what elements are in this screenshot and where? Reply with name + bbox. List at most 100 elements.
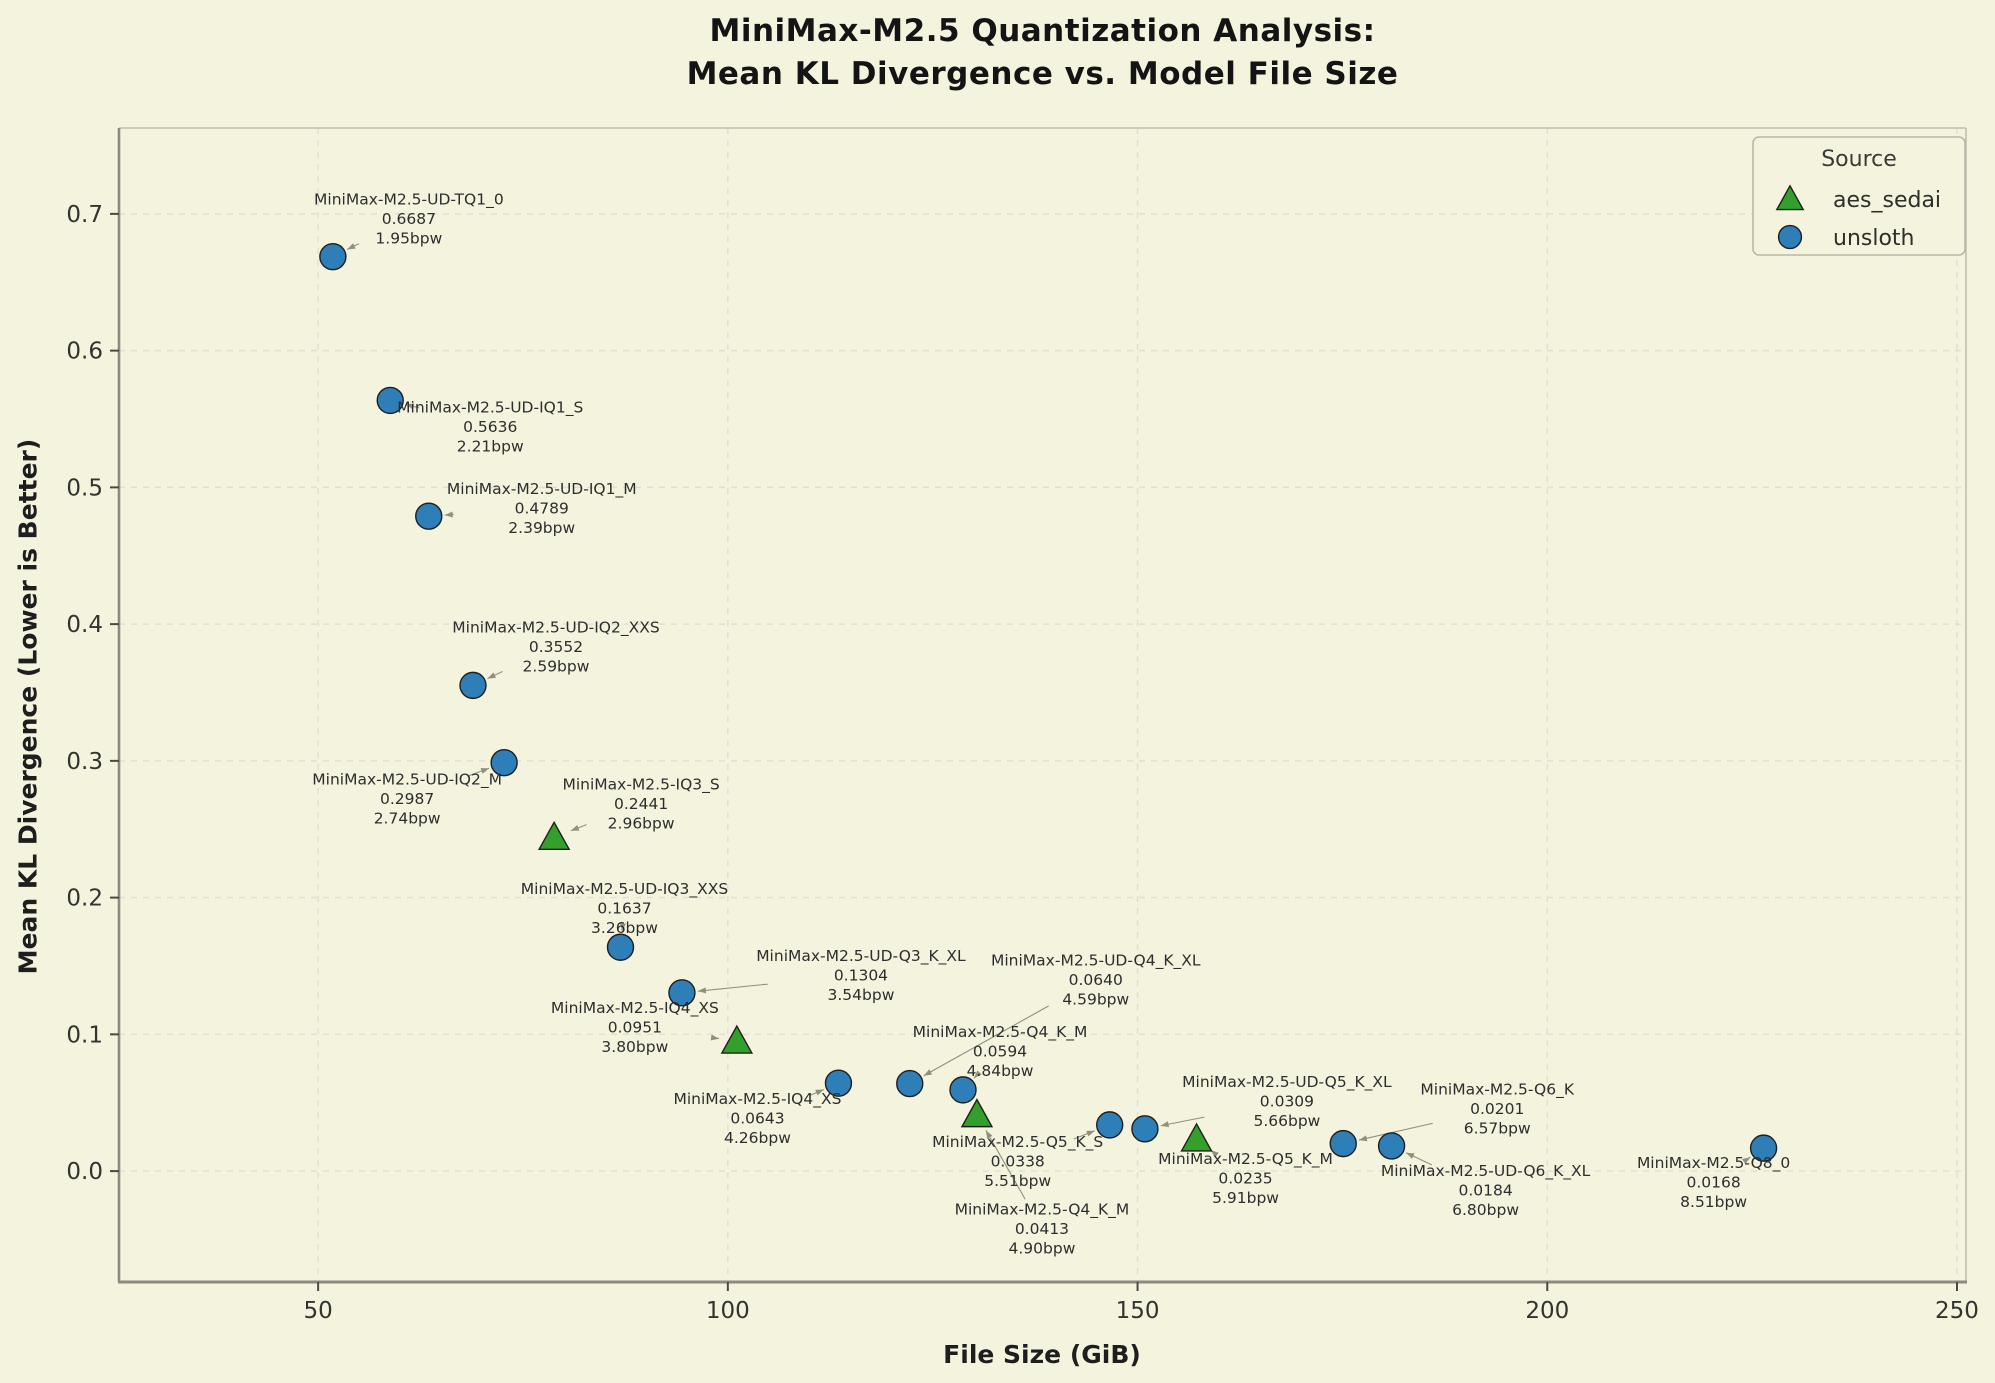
annotation-bpw-value: 2.96bpw — [608, 814, 675, 832]
circle-marker — [459, 671, 487, 700]
annotation-bpw-value: 1.95bpw — [375, 230, 442, 248]
legend-box — [1752, 136, 1966, 256]
triangle-marker — [720, 1024, 754, 1054]
annotation-arrowhead — [710, 1034, 720, 1041]
annotation-kl-value: 0.1637 — [597, 900, 651, 918]
annotation-model-name: MiniMax-M2.5-Q5_K_M — [1158, 1150, 1333, 1169]
annotation-arrowhead — [1160, 1121, 1170, 1128]
legend-entry-label: aes_sedai — [1833, 188, 1941, 213]
annotation-model-name: MiniMax-M2.5-Q4_K_M — [955, 1201, 1130, 1220]
annotation: MiniMax-M2.5-UD-Q3_K_XL0.1304 3.54bpw — [756, 947, 966, 1004]
circle-marker — [668, 979, 696, 1007]
annotation-arrowhead — [570, 825, 580, 831]
chart-title-line2: Mean KL Divergence vs. Model File Size — [686, 56, 1399, 92]
annotation-kl-value: 0.0594 — [973, 1042, 1027, 1060]
annotation-arrowhead — [444, 511, 453, 518]
annotation-kl-value: 0.0413 — [1015, 1220, 1069, 1238]
y-tick-label: 0.2 — [66, 886, 103, 912]
annotation-kl-value: 0.0184 — [1458, 1181, 1512, 1199]
annotation-model-name: MiniMax-M2.5-IQ4_XS — [674, 1090, 842, 1109]
annotation-arrowhead — [923, 1069, 933, 1076]
annotation: MiniMax-M2.5-Q4_K_M0.0594 4.84bpw — [913, 1023, 1088, 1080]
annotation-model-name: MiniMax-M2.5-UD-IQ1_S — [397, 398, 583, 417]
annotation-arrowhead — [1742, 1157, 1751, 1165]
annotation: MiniMax-M2.5-Q6_K0.0201 6.57bpw — [1420, 1081, 1574, 1138]
circle-marker — [606, 933, 635, 961]
annotation-model-name: MiniMax-M2.5-IQ4_XS — [551, 999, 719, 1018]
annotation-arrowhead — [347, 243, 356, 250]
annotation-arrowhead — [815, 1089, 824, 1096]
annotation-kl-value: 0.2441 — [614, 795, 668, 813]
circle-marker — [1329, 1129, 1357, 1158]
annotation-bpw-value: 5.51bpw — [984, 1172, 1051, 1190]
annotation-kl-value: 0.0338 — [991, 1152, 1045, 1170]
data-points — [319, 242, 1778, 1162]
annotation-bpw-value: 6.57bpw — [1464, 1120, 1531, 1138]
annotation-model-name: MiniMax-M2.5-UD-Q4_K_XL — [991, 952, 1201, 971]
annotation-bpw-value: 8.51bpw — [1680, 1193, 1747, 1211]
annotation-bpw-value: 4.59bpw — [1062, 991, 1129, 1009]
annotation-bpw-value: 3.54bpw — [828, 986, 895, 1004]
circle-marker — [1377, 1132, 1406, 1160]
annotation-arrowhead — [619, 923, 626, 932]
annotation-model-name: MiniMax-M2.5-Q6_K — [1420, 1081, 1574, 1100]
annotation-kl-value: 0.0643 — [730, 1110, 784, 1128]
annotation: MiniMax-M2.5-UD-Q5_K_XL0.0309 5.66bpw — [1182, 1073, 1392, 1130]
circle-marker — [1749, 1134, 1778, 1162]
triangle-marker — [1180, 1122, 1213, 1152]
annotation-arrowhead — [487, 672, 496, 679]
annotation-arrowhead — [985, 1130, 993, 1139]
annotation: MiniMax-M2.5-Q5_K_S0.0338 5.51bpw — [932, 1133, 1103, 1190]
annotation-kl-value: 0.0201 — [1470, 1100, 1524, 1118]
x-tick-label: 200 — [1525, 1298, 1569, 1324]
triangle-marker — [537, 820, 571, 851]
annotation-bpw-value: 5.66bpw — [1253, 1112, 1320, 1130]
y-tick-label: 0.3 — [66, 749, 103, 775]
annotation-leader-line — [923, 1005, 1049, 1077]
circle-marker — [319, 242, 347, 271]
circle-marker — [1777, 224, 1803, 250]
circle-marker — [490, 748, 518, 777]
annotation-arrowhead — [480, 768, 490, 774]
annotation-leader-line — [985, 1129, 1026, 1200]
chart-title-line1: MiniMax-M2.5 Quantization Analysis: — [709, 13, 1376, 49]
x-axis-label: File Size (GiB) — [943, 1340, 1141, 1369]
annotation-kl-value: 0.0235 — [1218, 1169, 1272, 1187]
annotation-bpw-value: 3.80bpw — [601, 1038, 668, 1056]
annotation-model-name: MiniMax-M2.5-UD-Q6_K_XL — [1381, 1162, 1591, 1181]
annotation-kl-value: 0.3552 — [529, 638, 583, 656]
triangle-marker — [1775, 184, 1805, 211]
grid — [119, 128, 1966, 1282]
annotation: MiniMax-M2.5-UD-IQ2_M0.2987 2.74bpw — [312, 771, 502, 828]
annotation-kl-value: 0.0309 — [1260, 1092, 1314, 1110]
annotation-model-name: MiniMax-M2.5-UD-Q5_K_XL — [1182, 1073, 1392, 1092]
annotation: MiniMax-M2.5-UD-Q6_K_XL0.0184 6.80bpw — [1381, 1162, 1591, 1219]
annotation-model-name: MiniMax-M2.5-Q5_K_S — [932, 1133, 1103, 1152]
annotation-kl-value: 0.0640 — [1069, 971, 1123, 989]
y-tick-label: 0.1 — [66, 1022, 103, 1048]
circle-marker — [415, 502, 443, 530]
annotation-kl-value: 0.1304 — [834, 966, 888, 984]
annotation-bpw-value: 2.74bpw — [374, 810, 441, 828]
y-tick-label: 0.5 — [66, 475, 103, 501]
annotation-bpw-value: 4.84bpw — [967, 1062, 1034, 1080]
annotation: MiniMax-M2.5-UD-TQ1_00.6687 1.95bpw — [314, 191, 504, 248]
annotation: MiniMax-M2.5-UD-Q4_K_XL0.0640 4.59bpw — [991, 952, 1201, 1009]
annotation-kl-value: 0.4789 — [515, 500, 569, 518]
annotation-model-name: MiniMax-M2.5-IQ3_S — [562, 775, 719, 794]
annotation-leaders — [346, 243, 1751, 1200]
circle-marker — [949, 1076, 977, 1104]
annotation-bpw-value: 2.39bpw — [508, 519, 575, 537]
annotation-model-name: MiniMax-M2.5-Q8_0 — [1637, 1154, 1790, 1173]
annotation-bpw-value: 5.91bpw — [1212, 1189, 1279, 1207]
triangle-marker — [960, 1098, 994, 1128]
annotation-model-name: MiniMax-M2.5-UD-IQ2_XXS — [452, 618, 659, 637]
